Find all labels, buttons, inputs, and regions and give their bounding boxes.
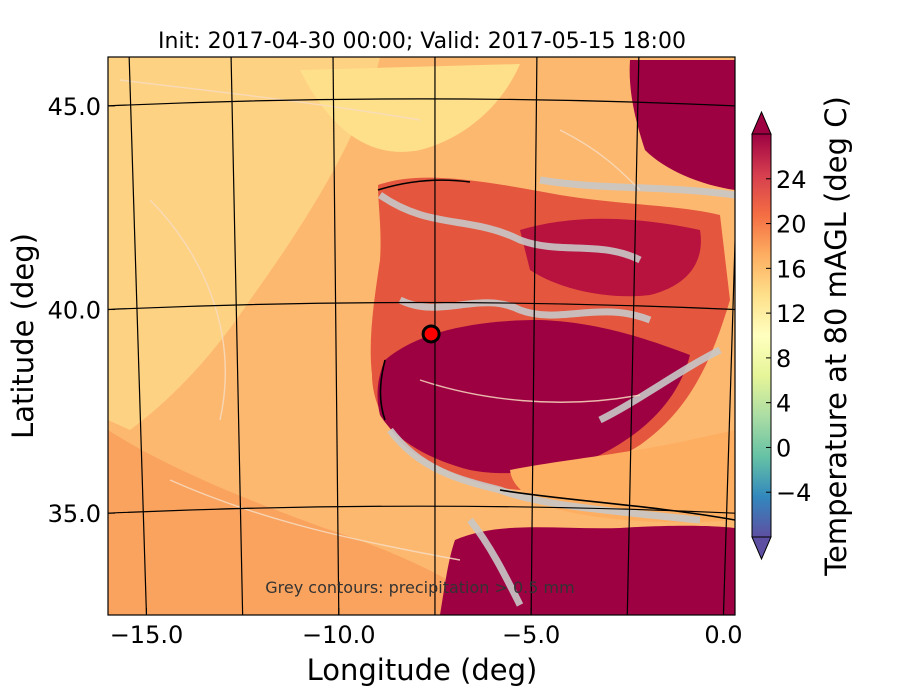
x-axis-ticks: −15.0 −10.0 −5.0 0.0 <box>110 608 743 649</box>
colorbar-extend-max <box>751 110 772 135</box>
meridian-line <box>530 57 538 615</box>
meridian-line <box>230 57 244 615</box>
colorbar-tick-label: 16 <box>776 255 807 283</box>
colorbar-tick-label: 24 <box>776 166 807 194</box>
x-tick-label: −10.0 <box>302 621 376 649</box>
meridian-line <box>128 57 148 615</box>
colorbar-tick-label: 4 <box>776 390 791 418</box>
parallel-line <box>108 98 735 107</box>
colorbar: −4 0 4 8 12 16 20 24 Temperature at 80 mAGL (de… <box>751 96 853 577</box>
biscay-cool-patch <box>300 64 520 152</box>
y-axis-label: Latitude (deg) <box>6 233 40 439</box>
chart-title: Init: 2017-04-30 00:00; Valid: 2017-05-1… <box>158 29 686 54</box>
northeast-hot-core <box>520 218 701 297</box>
colorbar-tick-label: 0 <box>776 434 791 462</box>
france-hot-area <box>629 60 735 190</box>
parallel-line <box>108 505 735 514</box>
graticule <box>108 57 735 615</box>
coastline <box>377 179 735 521</box>
x-axis-label: Longitude (deg) <box>307 653 538 687</box>
y-tick-label: 40.0 <box>48 297 101 325</box>
parallel-line <box>108 301 735 311</box>
colorbar-tick-label: 20 <box>776 211 807 239</box>
x-tick-label: −15.0 <box>110 621 184 649</box>
meridian-line <box>722 223 735 615</box>
colorbar-ticks: −4 0 4 8 12 16 20 24 <box>766 166 811 507</box>
meridian-line <box>626 57 640 615</box>
meridian-line <box>332 57 340 615</box>
atlantic-cool-band <box>108 57 380 430</box>
light-contour-lines <box>119 79 641 561</box>
plot-frame <box>107 56 736 616</box>
y-tick-label: 45.0 <box>48 93 101 121</box>
colorbar-tick-label: 8 <box>776 345 791 373</box>
colorbar-tick-label: 12 <box>776 300 807 328</box>
y-tick-label: 35.0 <box>48 500 101 528</box>
precipitation-annotation: Grey contours: precipitation > 0.5 mm <box>265 578 574 597</box>
x-tick-label: 0.0 <box>704 621 742 649</box>
y-axis-ticks: 35.0 40.0 45.0 <box>48 93 115 528</box>
colorbar-label: Temperature at 80 mAGL (deg C) <box>819 96 853 577</box>
colorbar-tick-label: −4 <box>776 479 811 507</box>
colorbar-extend-min <box>751 536 772 561</box>
temperature-field <box>108 57 735 615</box>
atlantic-warm-southwest <box>108 430 500 615</box>
location-marker <box>421 324 441 344</box>
location-marker-layer <box>421 324 441 344</box>
x-tick-label: −5.0 <box>502 621 560 649</box>
colorbar-gradient <box>751 133 772 538</box>
